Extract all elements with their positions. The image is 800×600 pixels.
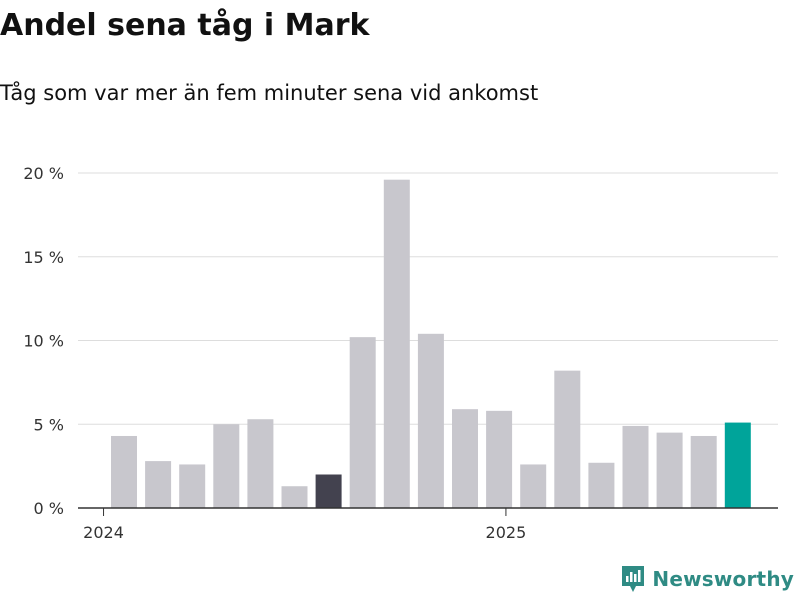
- y-tick-label: 20 %: [23, 164, 64, 183]
- bar: [349, 337, 376, 508]
- bar: [452, 409, 478, 508]
- bar: [213, 424, 240, 508]
- bar: [179, 464, 206, 508]
- y-tick-label: 10 %: [23, 332, 64, 351]
- bar: [111, 435, 137, 508]
- bar: [145, 461, 172, 508]
- tick-labels: 0 % 5 % 10 % 15 % 20 % 2024 2025: [23, 164, 526, 542]
- y-tick-label: 5 %: [34, 415, 64, 434]
- y-tick-label: 15 %: [23, 248, 64, 267]
- bar: [622, 425, 649, 508]
- bar: [281, 486, 308, 508]
- bar: [724, 422, 751, 508]
- bars: [111, 179, 751, 508]
- bar: [520, 464, 547, 508]
- bar: [656, 432, 683, 508]
- axes: [78, 507, 778, 516]
- bar: [417, 333, 444, 508]
- bar: [315, 474, 342, 508]
- bar: [690, 435, 717, 508]
- bar: [486, 410, 513, 508]
- bar: [247, 419, 274, 508]
- brand-name: Newsworthy: [652, 567, 794, 591]
- x-tick-label: 2025: [486, 523, 527, 542]
- newsworthy-logo-icon: [622, 566, 645, 592]
- x-tick-label: 2024: [83, 523, 124, 542]
- chart-title: Andel sena tåg i Mark: [0, 8, 370, 43]
- bar: [588, 462, 615, 508]
- bar: [554, 370, 581, 508]
- chart-subtitle: Tåg som var mer än fem minuter sena vid …: [0, 81, 539, 105]
- bar: [383, 179, 410, 508]
- y-tick-label: 0 %: [34, 499, 64, 518]
- brand-logo: Newsworthy: [620, 564, 794, 594]
